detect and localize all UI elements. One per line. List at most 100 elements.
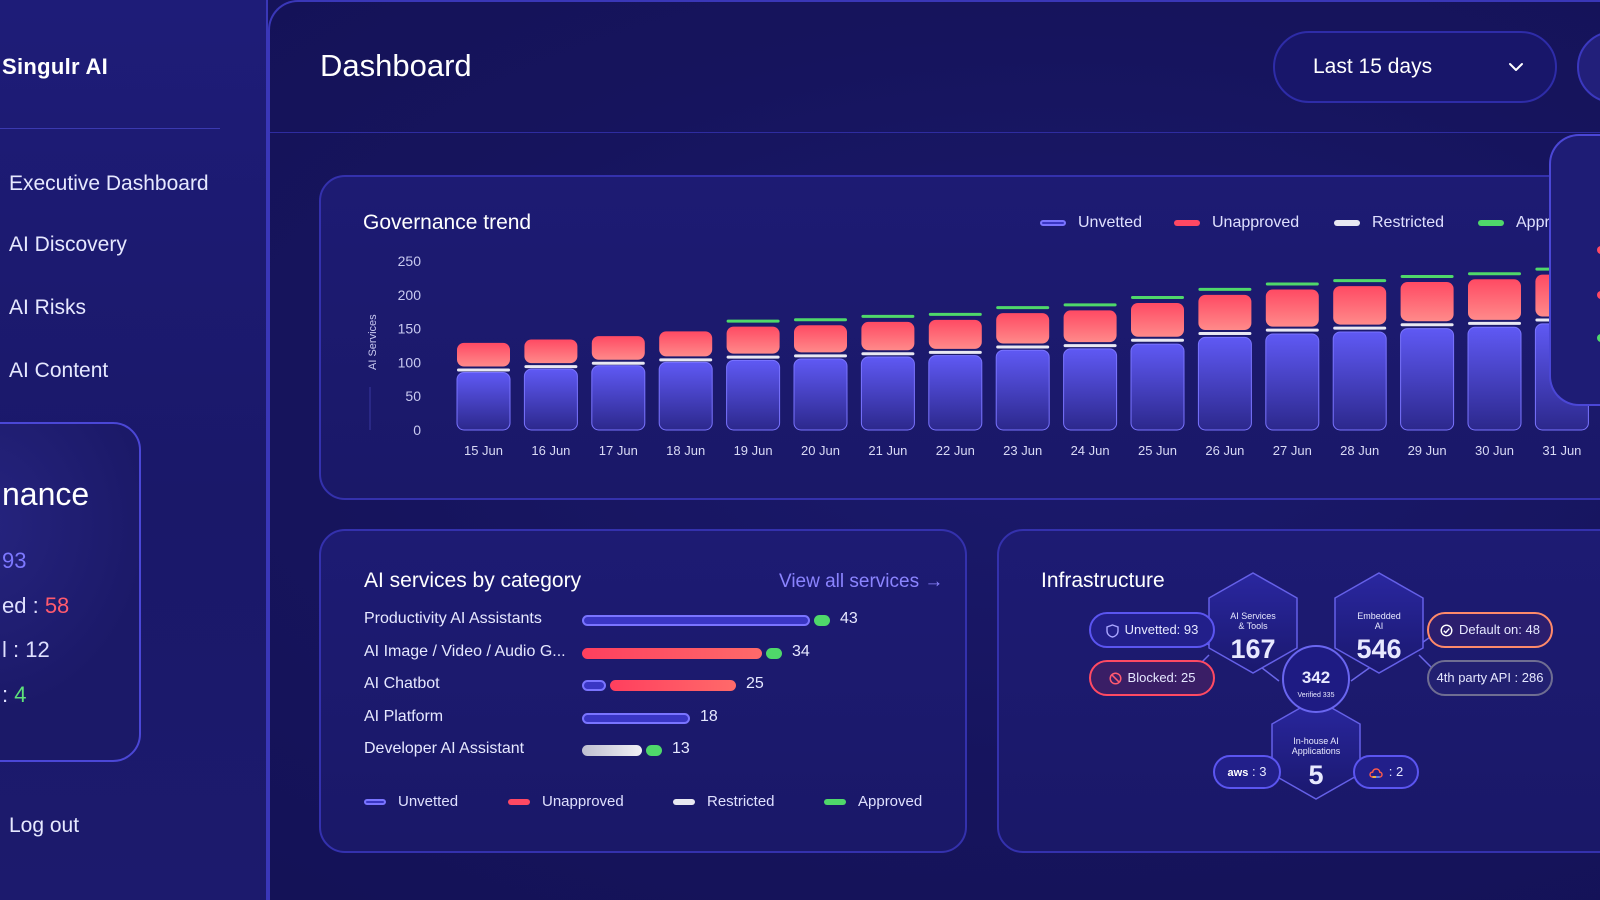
governance-summary-card: nance 93 ed : 58 l : 12 : 4 bbox=[0, 422, 141, 762]
x-tick-label: 19 Jun bbox=[734, 443, 773, 458]
bar-restricted bbox=[861, 352, 915, 356]
category-label: Developer AI Assistant bbox=[364, 740, 525, 757]
bar-approved bbox=[996, 306, 1050, 310]
category-total: 34 bbox=[792, 642, 810, 660]
ai-services-label-1: AI Services bbox=[1230, 611, 1276, 621]
infrastructure-title: Infrastructure bbox=[1041, 569, 1165, 592]
bar-unvetted bbox=[523, 368, 578, 431]
ai-services-by-category-card: AI services by category View all service… bbox=[319, 529, 967, 853]
unvetted-pill[interactable]: Unvetted: 93 bbox=[1089, 612, 1215, 648]
center-verified-circle bbox=[1282, 645, 1350, 713]
bar-unvetted bbox=[591, 365, 646, 431]
default-on-pill[interactable]: Default on: 48 bbox=[1427, 612, 1553, 648]
sidebar-item-ai-discovery[interactable]: AI Discovery bbox=[9, 233, 127, 256]
center-sub-label: Verified 335 bbox=[1298, 692, 1335, 699]
y-tick-label: 100 bbox=[398, 354, 422, 370]
governance-trend-title: Governance trend bbox=[363, 211, 532, 234]
bar-unapproved bbox=[457, 342, 510, 367]
category-bar-unvetted bbox=[582, 712, 690, 724]
avatar[interactable] bbox=[1577, 31, 1600, 103]
bar-restricted bbox=[457, 368, 510, 372]
bar-unvetted bbox=[1332, 331, 1387, 431]
y-tick-label: 250 bbox=[398, 253, 422, 269]
sidebar: Singulr AI Executive Dashboard AI Discov… bbox=[0, 0, 268, 900]
gcp-pill[interactable]: : 2 bbox=[1353, 755, 1419, 789]
category-label: AI Image / Video / Audio G... bbox=[364, 642, 566, 660]
inhouse-label-1: In-house AI bbox=[1293, 736, 1339, 746]
sidebar-item-ai-content[interactable]: AI Content bbox=[9, 359, 109, 382]
shield-icon bbox=[1105, 623, 1119, 638]
x-tick-label: 16 Jun bbox=[531, 443, 570, 458]
cat-legend-swatch-unapproved bbox=[508, 799, 530, 806]
aws-pill[interactable]: aws : 3 bbox=[1213, 755, 1281, 789]
brand-logo: Singulr AI bbox=[2, 54, 109, 79]
bar-approved bbox=[794, 318, 847, 322]
x-tick-label: 24 Jun bbox=[1071, 443, 1110, 458]
embedded-ai-label-2: AI bbox=[1375, 621, 1384, 631]
hex-embedded-ai[interactable] bbox=[1334, 572, 1424, 674]
side-dot-red-2 bbox=[1597, 291, 1600, 299]
date-range-value: Last 15 days bbox=[1313, 55, 1433, 78]
bar-restricted bbox=[591, 361, 645, 365]
category-total: 18 bbox=[700, 707, 718, 725]
bar-unvetted bbox=[1400, 328, 1455, 431]
sidebar-divider bbox=[0, 128, 220, 129]
cat-legend-restricted: Restricted bbox=[673, 793, 775, 810]
bar-unapproved bbox=[928, 319, 982, 349]
view-all-services-link[interactable]: View all services → bbox=[779, 571, 944, 592]
hex-ai-services[interactable] bbox=[1208, 572, 1298, 674]
y-tick-label: 200 bbox=[398, 287, 422, 303]
side-drawer-handle[interactable] bbox=[1549, 134, 1600, 406]
main-content: Dashboard Last 15 days Governance trend … bbox=[268, 0, 1600, 900]
bar-unapproved bbox=[1198, 294, 1252, 331]
category-bar-restricted bbox=[582, 745, 642, 756]
bar-unapproved bbox=[726, 326, 780, 354]
fourth-party-api-pill[interactable]: 4th party API : 286 bbox=[1427, 660, 1553, 696]
blocked-pill[interactable]: Blocked: 25 bbox=[1089, 660, 1215, 696]
google-cloud-icon bbox=[1369, 767, 1383, 778]
category-label: AI Platform bbox=[364, 707, 444, 725]
logout-button[interactable]: Log out bbox=[9, 814, 80, 837]
category-label: AI Chatbot bbox=[364, 675, 440, 692]
bar-unvetted bbox=[793, 358, 848, 431]
sidebar-item-ai-risks[interactable]: AI Risks bbox=[9, 296, 87, 319]
governance-trend-chart: 250 200 150 100 50 0 AI Services 15 Jun 16 Jun 17… bbox=[367, 253, 1589, 458]
bar-approved bbox=[1198, 287, 1252, 291]
bar-approved bbox=[1265, 282, 1319, 286]
x-tick-label: 25 Jun bbox=[1138, 443, 1177, 458]
category-bar-unapproved bbox=[582, 647, 762, 659]
hex-inhouse-apps[interactable] bbox=[1271, 698, 1361, 800]
cat-legend-unapproved: Unapproved bbox=[508, 793, 624, 810]
legend-swatch-approved bbox=[1478, 219, 1504, 226]
ai-services-value: 167 bbox=[1230, 634, 1275, 664]
y-axis-label: AI Services bbox=[367, 314, 379, 370]
category-bar-unapproved bbox=[610, 680, 736, 691]
x-tick-label: 18 Jun bbox=[666, 443, 705, 458]
date-range-select[interactable]: Last 15 days bbox=[1273, 31, 1557, 103]
cat-legend-swatch-restricted bbox=[673, 799, 695, 806]
bar-unapproved bbox=[794, 325, 847, 353]
category-total: 13 bbox=[672, 740, 690, 757]
legend-unvetted: Unvetted bbox=[1040, 214, 1142, 232]
x-tick-label: 15 Jun bbox=[464, 443, 503, 458]
inhouse-value: 5 bbox=[1308, 760, 1323, 790]
sidebar-item-executive-dashboard[interactable]: Executive Dashboard bbox=[9, 172, 209, 195]
bar-unvetted bbox=[995, 349, 1050, 431]
bar-unapproved bbox=[591, 336, 645, 360]
bar-restricted bbox=[726, 355, 780, 359]
bar-unvetted bbox=[928, 355, 983, 431]
side-dot-green bbox=[1597, 334, 1600, 342]
bar-approved bbox=[928, 312, 982, 316]
governance-line-approved: : 4 bbox=[2, 682, 27, 707]
bar-unvetted bbox=[1130, 343, 1185, 431]
bar-unvetted bbox=[860, 356, 915, 431]
bar-unapproved bbox=[1265, 289, 1319, 327]
category-bar-approved bbox=[646, 745, 662, 756]
header-divider bbox=[270, 132, 1600, 133]
x-tick-label: 20 Jun bbox=[801, 443, 840, 458]
bar-unapproved bbox=[524, 339, 578, 364]
governance-line-restricted: l : 12 bbox=[2, 637, 50, 662]
category-bar-approved bbox=[766, 647, 782, 659]
legend-restricted: Restricted bbox=[1334, 214, 1444, 232]
bar-restricted bbox=[928, 350, 982, 354]
